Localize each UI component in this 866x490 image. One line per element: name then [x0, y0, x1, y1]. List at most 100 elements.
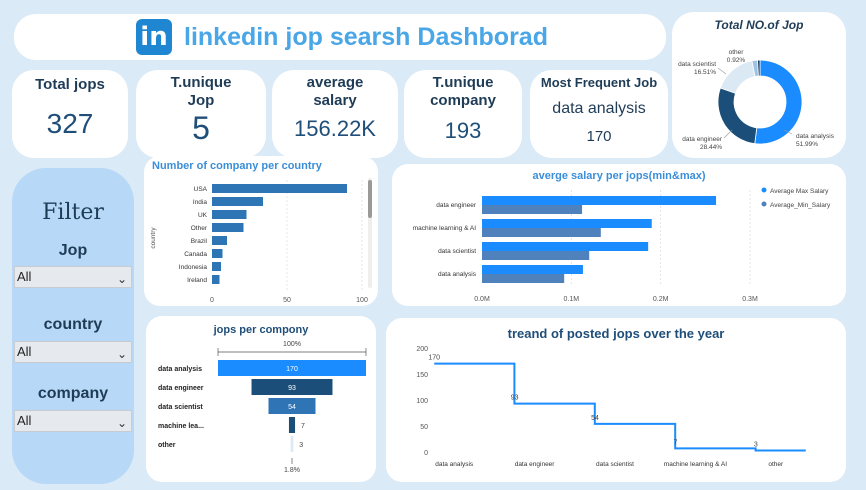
y-tick-label: 0	[424, 450, 428, 457]
company-select-value: All	[17, 413, 32, 428]
funnel-bar	[290, 436, 294, 452]
country-bar	[212, 262, 221, 271]
country-bar	[212, 210, 247, 219]
kpi-unique-company: T.unique company 193	[404, 70, 522, 158]
page-title: linkedin jop searsh Dashborad	[184, 22, 548, 51]
x-tick-label: data analysis	[435, 461, 474, 468]
donut-label: data analysis	[796, 133, 835, 140]
country-tick-label: India	[193, 199, 207, 206]
legend-marker	[761, 201, 767, 207]
country-tick-label: USA	[194, 186, 208, 193]
funnel-bar	[218, 360, 366, 376]
funnel-value-label: 54	[288, 404, 296, 411]
kpi-value: 156.22K	[294, 116, 376, 141]
legend-label: Average_Min_Salary	[770, 202, 831, 209]
trend-data-label: 7	[673, 439, 677, 446]
kpi-label: T.unique Jop	[170, 74, 232, 109]
salary-max-bar	[482, 242, 649, 251]
y-tick-label: 100	[416, 398, 428, 405]
filter-label-country: country	[43, 316, 103, 333]
chevron-down-icon: ⌄	[116, 416, 127, 430]
x-tick-label: 0.2M	[653, 296, 669, 303]
country-tick-label: Other	[191, 225, 208, 232]
funnel-bar	[251, 379, 333, 395]
donut-pct: 28.44%	[700, 144, 722, 151]
y-tick-label: 50	[420, 424, 428, 431]
salary-max-bar	[482, 265, 583, 274]
country-select-value: All	[17, 344, 32, 359]
salary-chart: data engineer machine learning & AI data s…	[413, 187, 831, 303]
kpi-value: data analysis	[552, 100, 646, 117]
x-tick-label: data scientist	[596, 461, 634, 468]
x-tick-label: 0.1M	[564, 296, 580, 303]
x-tick-label: 100	[356, 297, 368, 304]
funnel-top-label: 100%	[283, 341, 301, 348]
trend-data-label: 170	[428, 355, 440, 362]
salary-tick-label: data scientist	[438, 248, 476, 255]
filter-panel: Filter Jop All ⌄ country All ⌄ company A…	[12, 168, 134, 484]
salary-tick-label: data analysis	[438, 271, 477, 278]
title-card: in linkedin jop searsh Dashborad	[14, 14, 666, 60]
salary-max-bar	[482, 219, 652, 228]
jop-select[interactable]: All ⌄	[14, 266, 132, 288]
salary-max-bar	[482, 196, 717, 205]
country-tick-label: UK	[198, 212, 208, 219]
donut-slice	[754, 59, 803, 145]
funnel-value-label: 3	[299, 442, 303, 449]
salary-tick-label: machine learning & AI	[413, 225, 476, 232]
donut-pct: 51.99%	[796, 141, 818, 148]
filter-label-jop: Jop	[58, 242, 88, 259]
x-tick-label: 50	[283, 297, 291, 304]
country-bar	[212, 197, 263, 206]
linkedin-logo-icon: in	[136, 19, 172, 55]
donut-leader	[717, 67, 727, 75]
country-bar	[212, 236, 227, 245]
funnel-value-label: 93	[288, 385, 296, 392]
donut-leader	[723, 129, 733, 139]
jop-select-value: All	[17, 269, 32, 284]
legend-label: Average Max Salary	[770, 188, 829, 195]
kpi-value: 193	[444, 118, 482, 143]
trend-data-label: 3	[754, 441, 758, 448]
salary-min-bar	[482, 228, 601, 237]
kpi-unique-jop: T.unique Jop 5	[136, 70, 266, 158]
country-bar	[212, 223, 244, 232]
trend-data-label: 93	[511, 395, 519, 402]
x-tick-label: data engineer	[515, 461, 556, 468]
donut-leader	[783, 129, 793, 135]
x-tick-label: other	[768, 461, 784, 468]
country-tick-label: Ireland	[187, 277, 207, 284]
company-select[interactable]: All ⌄	[14, 410, 132, 432]
donut-pct: 16.51%	[694, 69, 716, 76]
funnel-bar	[288, 417, 296, 433]
country-bar	[212, 275, 220, 284]
filter-label-company: company	[37, 385, 109, 402]
kpi-total-jops: Total jops 327	[12, 70, 128, 158]
x-tick-label: 0	[210, 297, 214, 304]
trend-chart-card: treand of posted jops over the year 0 50 1…	[386, 318, 846, 482]
funnel-category-label: data analysis	[158, 366, 202, 373]
scrollbar-thumb	[368, 180, 372, 218]
salary-chart-title: averge salary per jops(min&max)	[532, 170, 706, 182]
donut-label: data engineer	[682, 136, 723, 143]
donut-slice	[719, 60, 756, 94]
trend-data-label: 54	[591, 415, 599, 422]
funnel-category-label: other	[158, 442, 176, 449]
kpi-label: T.unique company	[430, 74, 496, 109]
donut-pct: 0.92%	[727, 57, 746, 64]
country-tick-label: Indonesia	[179, 264, 208, 271]
y-tick-label: 150	[416, 372, 428, 379]
chevron-down-icon: ⌄	[116, 272, 127, 286]
country-select[interactable]: All ⌄	[14, 341, 132, 363]
country-bar	[212, 184, 347, 193]
funnel-category-label: machine lea...	[158, 423, 204, 430]
country-chart-title: Number of company per country	[152, 160, 322, 172]
trend-chart-title: treand of posted jops over the year	[507, 326, 725, 341]
donut-slice	[717, 87, 758, 145]
salary-min-bar	[482, 205, 583, 214]
y-tick-label: 200	[416, 346, 428, 353]
salary-min-bar	[482, 251, 590, 260]
x-tick-label: machine learning & AI	[664, 461, 727, 468]
